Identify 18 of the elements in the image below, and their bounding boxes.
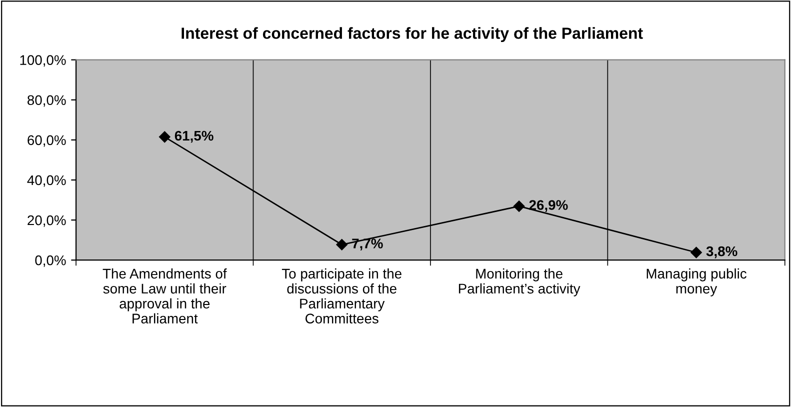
y-tick-label: 60,0%	[28, 135, 66, 147]
y-tick-label: 40,0%	[27, 175, 66, 187]
y-tick-label: 80,0%	[28, 95, 66, 107]
point	[336, 239, 348, 250]
x-tick-label: The Amendments of some Law until their approval in the Parliament	[102, 268, 227, 324]
chart-title: Interest of concerned factors for he activity of the Parliament	[182, 27, 643, 42]
point	[513, 200, 525, 212]
point	[690, 246, 702, 258]
data-label: 3,8%	[706, 246, 738, 258]
y-tick-label: 0,0%	[35, 255, 66, 267]
y-tick-label: 20,0%	[28, 215, 66, 227]
data-label: 26,9%	[529, 200, 568, 212]
x-tick-label: Managing public money	[646, 268, 746, 296]
point	[159, 131, 170, 143]
data-label: 61,5%	[174, 130, 214, 143]
x-tick-label: To participate in the discussions of the Parliamentary Committees	[282, 268, 402, 324]
y-tick-label: 100,0%	[20, 55, 66, 67]
x-tick-label: Monitoring the Parliament’s activity	[458, 268, 580, 296]
